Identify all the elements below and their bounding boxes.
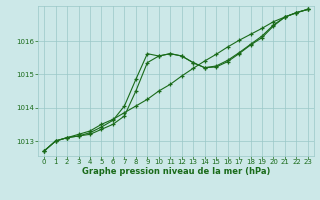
X-axis label: Graphe pression niveau de la mer (hPa): Graphe pression niveau de la mer (hPa) <box>82 167 270 176</box>
